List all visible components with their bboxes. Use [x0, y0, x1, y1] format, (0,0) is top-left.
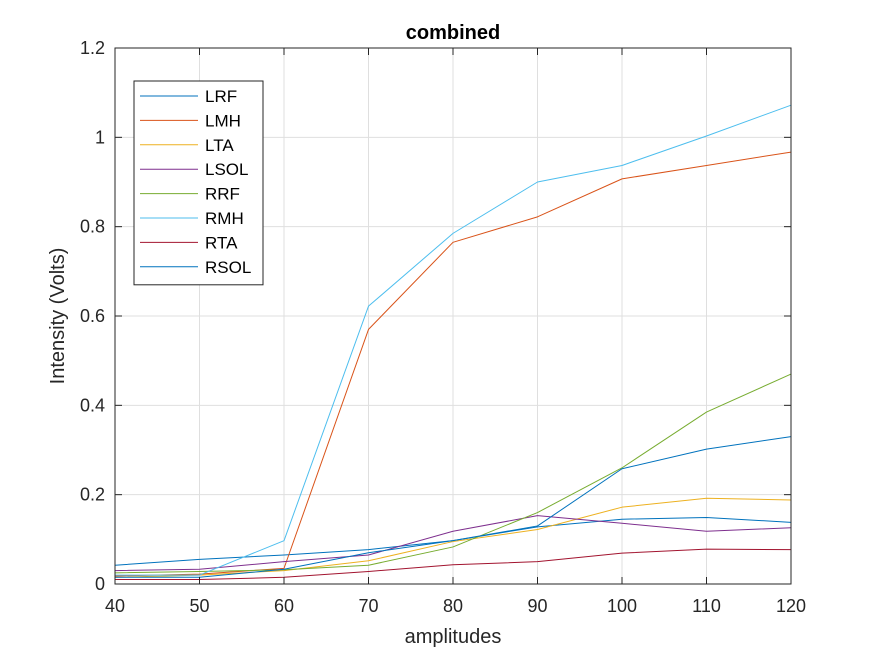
series-lines	[114, 104, 792, 581]
grid-lines	[114, 47, 792, 585]
legend: LRF LMH LTA LSOL RRF RMH RTA RSOL	[133, 80, 264, 286]
legend-label-rrf: RRF	[205, 185, 240, 204]
y-tick-label: 0.2	[80, 485, 105, 505]
x-tick-label: 50	[189, 596, 209, 616]
legend-label-rmh: RMH	[205, 209, 244, 228]
legend-label-rta: RTA	[205, 233, 238, 252]
y-tick-label: 0.4	[80, 395, 105, 415]
x-tick-label: 90	[527, 596, 547, 616]
y-tick-label: 1.2	[80, 38, 105, 58]
x-tick-label: 110	[692, 596, 721, 616]
y-tick-label: 0	[95, 574, 105, 594]
legend-label-lmh: LMH	[205, 111, 241, 130]
series-line-rmh	[115, 104, 792, 576]
series-line-rsol	[115, 436, 792, 578]
x-tick-label: 80	[443, 596, 463, 616]
x-tick-label: 70	[358, 596, 378, 616]
x-tick-label: 100	[607, 596, 637, 616]
y-tick-label: 0.6	[80, 306, 105, 326]
series-line-lsol	[114, 515, 792, 572]
legend-label-lrf: LRF	[205, 87, 237, 106]
legend-label-lsol: LSOL	[205, 160, 248, 179]
legend-box	[133, 80, 264, 286]
series-line-rrf	[114, 373, 792, 574]
legend-label-lta: LTA	[205, 136, 234, 155]
series-line-rta	[115, 548, 792, 581]
axis-ticks	[114, 47, 792, 585]
x-axis-label: amplitudes	[405, 626, 502, 648]
y-tick-label: 0.8	[80, 217, 105, 237]
x-tick-label: 120	[776, 596, 806, 616]
chart-title: combined	[406, 22, 500, 44]
x-tick-label: 60	[274, 596, 294, 616]
y-tick-label: 1	[95, 127, 105, 147]
tick-labels: 40 50 60 70 80 90 100 110 120 0 0.2 0.4 0.6 0.8 1 1.2	[80, 38, 806, 616]
series-line-lta	[114, 497, 792, 578]
x-tick-label: 40	[105, 596, 125, 616]
y-axis-label: Intensity (Volts)	[47, 248, 69, 385]
series-line-lmh	[114, 151, 792, 577]
legend-label-rsol: RSOL	[205, 258, 251, 277]
